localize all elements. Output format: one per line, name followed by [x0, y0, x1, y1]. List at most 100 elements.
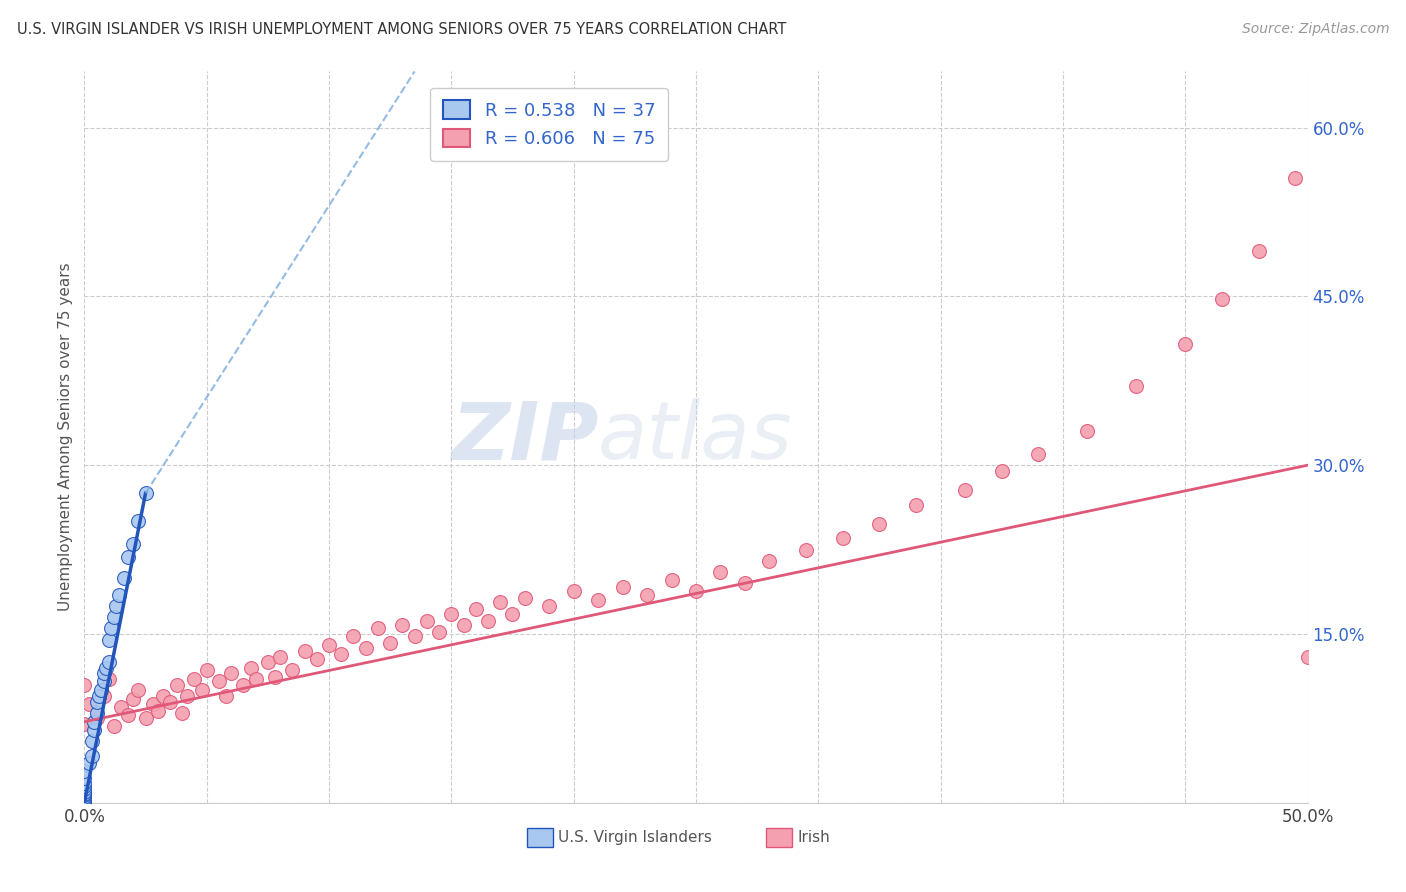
Point — [1125, 379, 1147, 393]
Point — [93, 666, 115, 681]
Point — [77, 756, 100, 771]
Point — [73, 792, 96, 806]
Point — [294, 644, 316, 658]
Point — [73, 779, 96, 793]
Point — [105, 599, 128, 613]
Point — [1296, 649, 1319, 664]
Point — [93, 689, 115, 703]
Point — [127, 683, 149, 698]
Point — [90, 683, 112, 698]
Point — [612, 580, 634, 594]
Point — [953, 483, 976, 497]
Point — [73, 788, 96, 802]
Point — [257, 655, 280, 669]
Point — [103, 610, 125, 624]
Point — [1028, 447, 1050, 461]
Point — [135, 711, 157, 725]
Point — [96, 661, 118, 675]
Point — [83, 723, 105, 737]
Point — [183, 672, 205, 686]
Point — [453, 618, 475, 632]
Point — [73, 717, 96, 731]
Text: ZIP: ZIP — [451, 398, 598, 476]
Point — [380, 636, 402, 650]
Point — [586, 593, 609, 607]
Point — [146, 704, 169, 718]
Point — [502, 607, 524, 621]
Point — [1076, 425, 1098, 439]
Point — [562, 584, 585, 599]
Point — [122, 692, 145, 706]
Point — [73, 796, 96, 810]
Point — [416, 614, 439, 628]
Point — [1174, 336, 1197, 351]
Point — [1284, 171, 1306, 186]
Point — [73, 764, 96, 779]
Point — [477, 614, 499, 628]
Point — [93, 674, 115, 689]
Point — [636, 588, 658, 602]
Point — [538, 599, 561, 613]
Y-axis label: Unemployment Among Seniors over 75 years: Unemployment Among Seniors over 75 years — [58, 263, 73, 611]
Point — [245, 672, 267, 686]
Point — [73, 793, 96, 807]
Point — [103, 719, 125, 733]
Point — [215, 689, 238, 703]
Text: U.S. Virgin Islanders: U.S. Virgin Islanders — [558, 830, 711, 845]
Point — [391, 618, 413, 632]
Text: Source: ZipAtlas.com: Source: ZipAtlas.com — [1241, 22, 1389, 37]
Point — [176, 689, 198, 703]
Point — [342, 629, 364, 643]
Point — [354, 640, 377, 655]
Point — [269, 649, 291, 664]
Legend: R = 0.538   N = 37, R = 0.606   N = 75: R = 0.538 N = 37, R = 0.606 N = 75 — [430, 87, 668, 161]
Point — [73, 775, 96, 789]
Point — [122, 537, 145, 551]
Point — [117, 708, 139, 723]
Point — [758, 554, 780, 568]
Point — [330, 647, 353, 661]
Point — [709, 565, 731, 579]
Point — [73, 678, 96, 692]
Point — [305, 652, 328, 666]
Point — [195, 663, 218, 677]
Point — [83, 714, 105, 729]
Point — [73, 790, 96, 805]
Point — [281, 663, 304, 677]
Point — [661, 573, 683, 587]
Point — [86, 711, 108, 725]
Point — [97, 655, 120, 669]
Point — [219, 666, 242, 681]
Point — [685, 584, 707, 599]
Point — [142, 697, 165, 711]
Point — [80, 734, 103, 748]
Point — [97, 632, 120, 647]
Point — [734, 576, 756, 591]
Point — [172, 706, 194, 720]
Point — [73, 771, 96, 785]
Point — [73, 796, 96, 810]
Point — [513, 591, 536, 605]
Point — [100, 621, 122, 635]
Point — [73, 796, 96, 810]
Point — [232, 678, 254, 692]
Point — [127, 515, 149, 529]
Point — [489, 595, 512, 609]
Point — [239, 661, 262, 675]
Point — [110, 700, 132, 714]
Point — [831, 532, 853, 546]
Point — [869, 516, 891, 531]
Point — [112, 571, 135, 585]
Point — [87, 689, 110, 703]
Point — [318, 638, 340, 652]
Point — [991, 464, 1014, 478]
Point — [794, 542, 817, 557]
Point — [86, 694, 108, 708]
Point — [1247, 244, 1270, 259]
Point — [427, 624, 450, 639]
Point — [107, 588, 129, 602]
Point — [440, 607, 463, 621]
Point — [73, 782, 96, 797]
Point — [404, 629, 426, 643]
Point — [208, 674, 231, 689]
